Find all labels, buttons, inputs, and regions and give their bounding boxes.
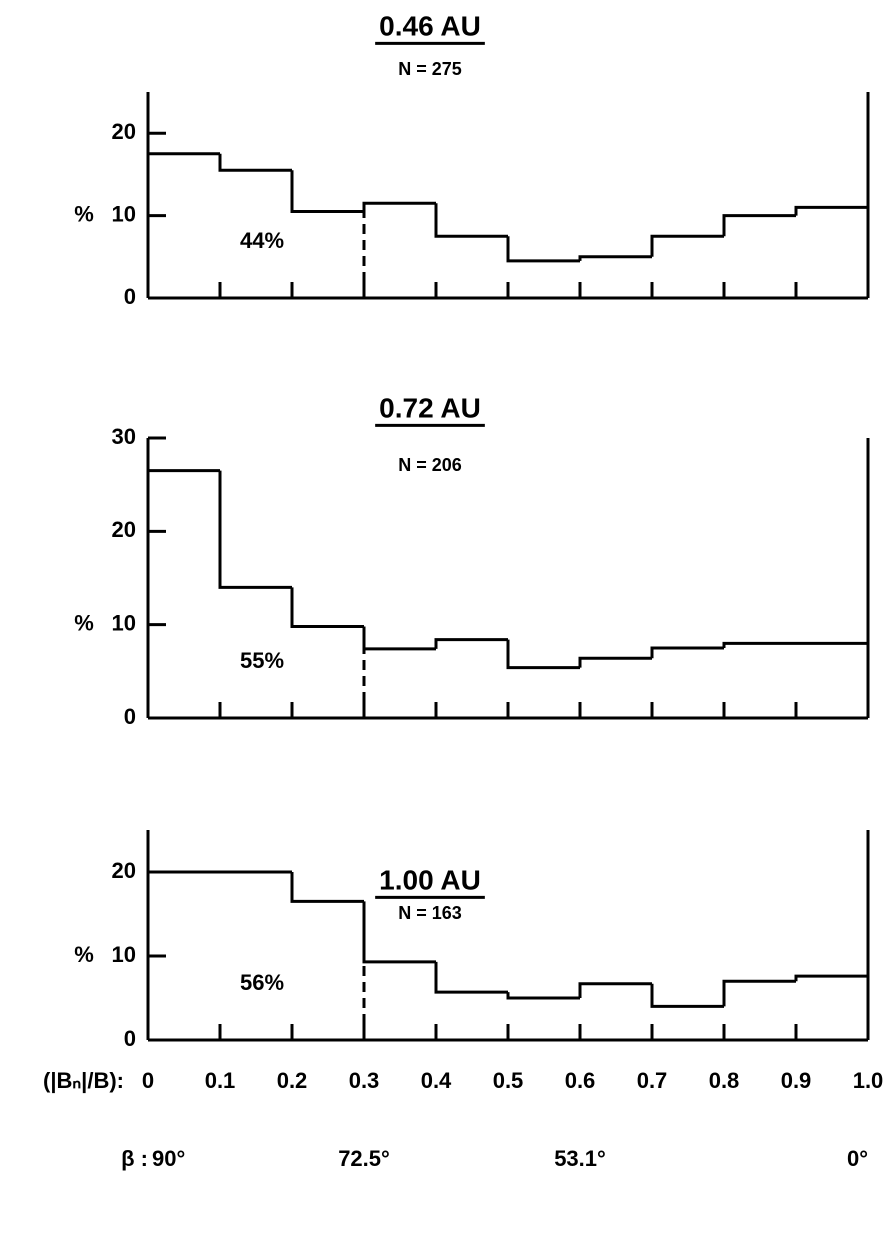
x-tick-label: 0.6 — [565, 1068, 596, 1093]
y-tick-label: 30 — [112, 424, 136, 449]
y-tick-label: 20 — [112, 119, 136, 144]
y-tick-label: 0 — [124, 284, 136, 309]
histogram-step — [722, 214, 796, 237]
y-axis-label: % — [74, 201, 94, 226]
histogram-step — [290, 170, 364, 213]
x-tick-label: 0.9 — [781, 1068, 812, 1093]
y-tick-label: 10 — [112, 610, 136, 635]
histogram-step — [650, 646, 724, 659]
x-tick-label: 0.8 — [709, 1068, 740, 1093]
annotation: 44% — [240, 228, 284, 253]
y-tick-label: 0 — [124, 1026, 136, 1051]
chart-title: 0.72 AU — [379, 392, 481, 423]
histogram-step — [794, 205, 870, 298]
y-tick-label: 10 — [112, 201, 136, 226]
y-tick-label: 0 — [124, 704, 136, 729]
histogram-step — [434, 961, 508, 994]
histogram-step — [794, 974, 870, 1040]
y-tick-label: 10 — [112, 942, 136, 967]
annotation: 55% — [240, 648, 284, 673]
y-tick-label: 20 — [112, 517, 136, 542]
x2-tick-label: 53.1° — [554, 1146, 606, 1171]
chart-subtitle: N = 206 — [398, 455, 462, 475]
histogram-step — [434, 203, 508, 238]
x-tick-label: 0.4 — [421, 1068, 452, 1093]
histogram-step — [362, 201, 436, 212]
histogram-step — [218, 470, 292, 589]
histogram-step — [796, 641, 870, 718]
histogram-step — [578, 255, 652, 261]
y-tick-label: 20 — [112, 858, 136, 883]
chart-title: 1.00 AU — [379, 864, 481, 895]
histogram-step — [506, 236, 580, 263]
x-tick-label: 0.3 — [349, 1068, 380, 1093]
histogram-step — [362, 626, 436, 651]
x2-axis-label: β : — [121, 1146, 148, 1171]
x-tick-label: 0 — [142, 1068, 154, 1093]
x2-tick-label: 72.5° — [338, 1146, 390, 1171]
histogram-step — [218, 153, 292, 172]
histogram-step — [506, 639, 580, 670]
histogram-step — [650, 983, 724, 1008]
x-tick-label: 0.5 — [493, 1068, 524, 1093]
histogram-step — [578, 656, 652, 668]
x-tick-label: 0.7 — [637, 1068, 668, 1093]
histogram-step — [578, 982, 652, 998]
histogram-step — [722, 979, 796, 1007]
x-tick-label: 0.2 — [277, 1068, 308, 1093]
x-axis-label: (|Bₙ|/B): — [43, 1068, 124, 1093]
histogram-step — [506, 992, 580, 1000]
x-tick-label: 0.1 — [205, 1068, 236, 1093]
x2-tick-label: 90° — [152, 1146, 185, 1171]
y-axis-label: % — [74, 942, 94, 967]
histogram-step — [290, 872, 364, 903]
x-tick-label: 1.0 — [853, 1068, 884, 1093]
histogram-step — [434, 638, 508, 649]
histogram-step — [290, 587, 364, 629]
chart-title: 0.46 AU — [379, 10, 481, 41]
histogram-step — [722, 641, 796, 648]
y-axis-label: % — [74, 610, 94, 635]
annotation: 56% — [240, 970, 284, 995]
chart-subtitle: N = 275 — [398, 59, 462, 79]
chart-subtitle: N = 163 — [398, 903, 462, 923]
histogram-step — [362, 901, 436, 964]
x2-tick-label: 0° — [847, 1146, 868, 1171]
histogram-step — [650, 234, 724, 257]
